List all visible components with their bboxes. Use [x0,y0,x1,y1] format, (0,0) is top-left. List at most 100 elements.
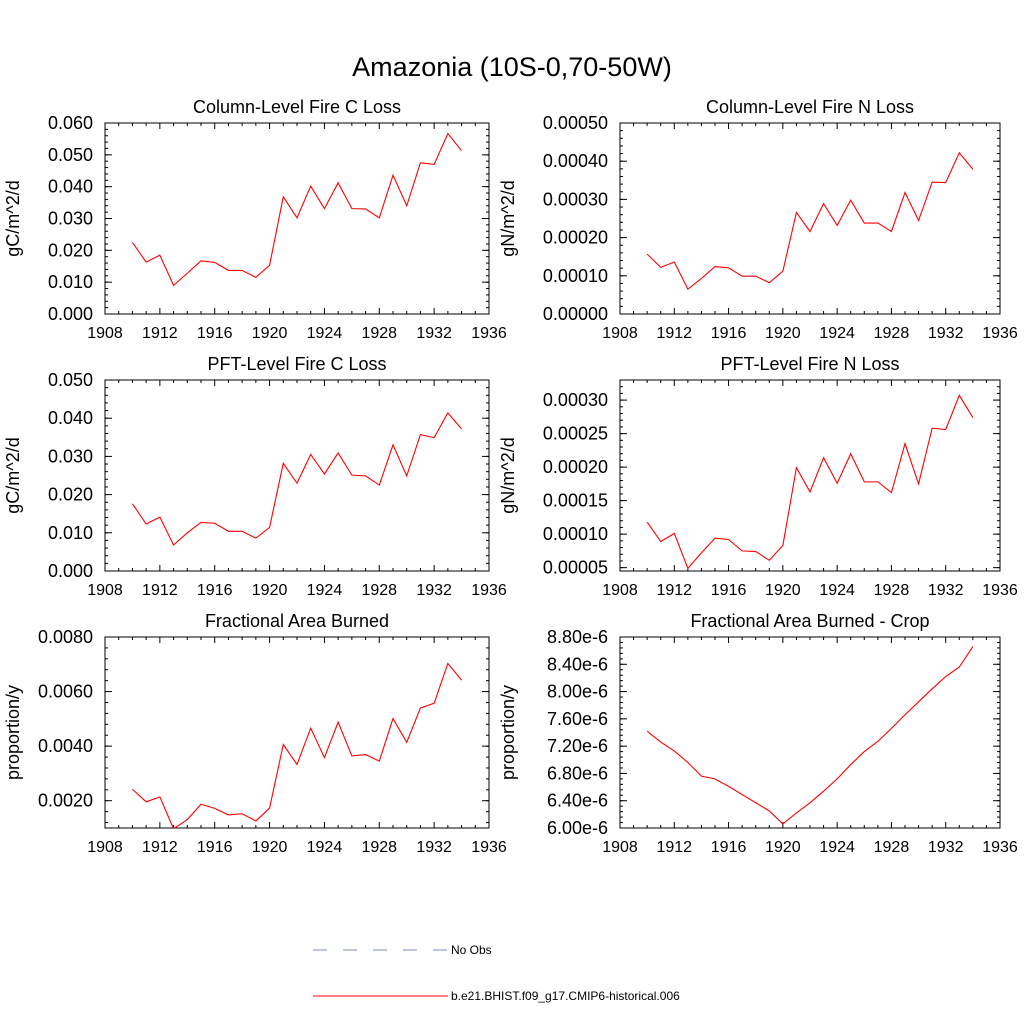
x-tick-label: 1932 [928,839,964,856]
y-tick-label: 0.050 [48,370,93,390]
x-tick-label: 1928 [874,325,910,342]
y-tick-label: 0.040 [48,408,93,428]
x-tick-label: 1932 [416,839,452,856]
y-axis-label: gN/m^2/d [498,180,518,256]
y-axis-label: gC/m^2/d [3,180,23,256]
panel-title: PFT-Level Fire N Loss [720,354,899,374]
y-tick-label: 0.050 [48,145,93,165]
x-tick-label: 1912 [142,582,178,599]
y-tick-label: 0.000 [48,304,93,324]
x-tick-label: 1928 [361,582,397,599]
x-tick-label: 1928 [361,839,397,856]
x-tick-label: 1908 [602,582,638,599]
y-tick-label: 8.80e-6 [547,627,608,647]
legend-label-no-obs: No Obs [451,943,492,957]
x-tick-label: 1920 [252,582,288,599]
series-line [132,662,462,828]
y-tick-label: 0.00030 [543,390,608,410]
plot-frame [104,379,490,572]
chart-panel-4: 1908 1912 1916 1920 1924 1928 1932 1936 0.00005 0… [498,354,1018,599]
y-tick-label: 0.00010 [543,266,608,286]
x-tick-label: 1936 [471,582,507,599]
x-tick-label: 1932 [928,582,964,599]
x-tick-label: 1908 [87,325,123,342]
x-tick-label: 1924 [819,582,855,599]
plot-frame [619,636,1001,829]
plot-frame [104,636,490,829]
chart-panel-5: 1908 1912 1916 1920 1924 1928 1932 1936 0.0020 0.… [3,611,507,856]
legend-label-model: b.e21.BHIST.f09_g17.CMIP6-historical.006 [451,989,680,1003]
y-tick-label: 0.00025 [543,424,608,444]
x-tick-label: 1928 [874,839,910,856]
x-tick-label: 1924 [307,839,343,856]
x-tick-label: 1920 [252,325,288,342]
x-tick-label: 1932 [928,325,964,342]
y-tick-label: 0.00000 [543,304,608,324]
y-tick-label: 0.00030 [543,189,608,209]
x-tick-label: 1936 [982,582,1018,599]
panel-title: Fractional Area Burned [205,611,389,631]
panel-title: PFT-Level Fire C Loss [207,354,386,374]
figure-title: Amazonia (10S-0,70-50W) [352,52,672,82]
y-tick-label: 0.000 [48,561,93,581]
x-tick-label: 1920 [765,325,801,342]
y-tick-label: 7.20e-6 [547,736,608,756]
x-tick-label: 1912 [656,325,692,342]
x-tick-label: 1924 [819,325,855,342]
y-tick-label: 0.00005 [543,558,608,578]
x-tick-label: 1932 [416,582,452,599]
x-tick-label: 1932 [416,325,452,342]
y-tick-label: 0.0040 [38,736,93,756]
x-tick-label: 1908 [602,325,638,342]
y-axis-label: proportion/y [498,685,518,780]
panel-title: Column-Level Fire N Loss [706,97,914,117]
series-line [131,132,462,287]
y-tick-label: 0.030 [48,446,93,466]
x-tick-label: 1916 [711,839,747,856]
x-tick-label: 1936 [471,325,507,342]
x-tick-label: 1936 [471,839,507,856]
series-line [646,394,974,570]
x-tick-label: 1908 [87,839,123,856]
y-tick-label: 6.00e-6 [547,818,608,838]
x-tick-label: 1916 [711,325,747,342]
y-tick-label: 0.00020 [543,457,608,477]
y-tick-label: 0.00010 [543,524,608,544]
y-tick-label: 0.010 [48,523,93,543]
y-tick-label: 0.0020 [38,791,93,811]
y-tick-label: 8.00e-6 [547,682,608,702]
x-tick-label: 1936 [982,325,1018,342]
x-tick-label: 1924 [819,839,855,856]
x-tick-label: 1908 [602,839,638,856]
x-tick-label: 1912 [142,839,178,856]
y-tick-label: 0.030 [48,209,93,229]
chart-panel-2: 1908 1912 1916 1920 1924 1928 1932 1936 0.00000 0… [498,97,1018,342]
legend: No Obs b.e21.BHIST.f09_g17.CMIP6-histori… [313,943,680,1003]
chart-panel-1: 1908 1912 1916 1920 1924 1928 1932 1936 0.000 0.0… [3,97,507,342]
y-tick-label: 0.020 [48,240,93,260]
series-line [646,151,974,291]
y-tick-label: 0.00040 [543,151,608,171]
x-tick-label: 1912 [656,582,692,599]
x-tick-label: 1916 [197,839,233,856]
y-tick-label: 0.060 [48,113,93,133]
y-tick-label: 8.40e-6 [547,654,608,674]
y-tick-label: 7.60e-6 [547,709,608,729]
plot-frame [619,379,1001,572]
y-tick-label: 0.020 [48,485,93,505]
x-tick-label: 1928 [874,582,910,599]
series-line [646,646,974,825]
x-tick-label: 1920 [765,839,801,856]
y-tick-label: 6.40e-6 [547,791,608,811]
series-line [131,411,462,546]
x-tick-label: 1912 [142,325,178,342]
y-tick-label: 0.040 [48,177,93,197]
x-tick-label: 1924 [307,325,343,342]
x-tick-label: 1924 [307,582,343,599]
y-tick-label: 0.00015 [543,491,608,511]
chart-panel-3: 1908 1912 1916 1920 1924 1928 1932 1936 0.000 0.0… [3,354,507,599]
x-tick-label: 1916 [711,582,747,599]
x-tick-label: 1928 [361,325,397,342]
y-axis-label: gC/m^2/d [3,437,23,513]
